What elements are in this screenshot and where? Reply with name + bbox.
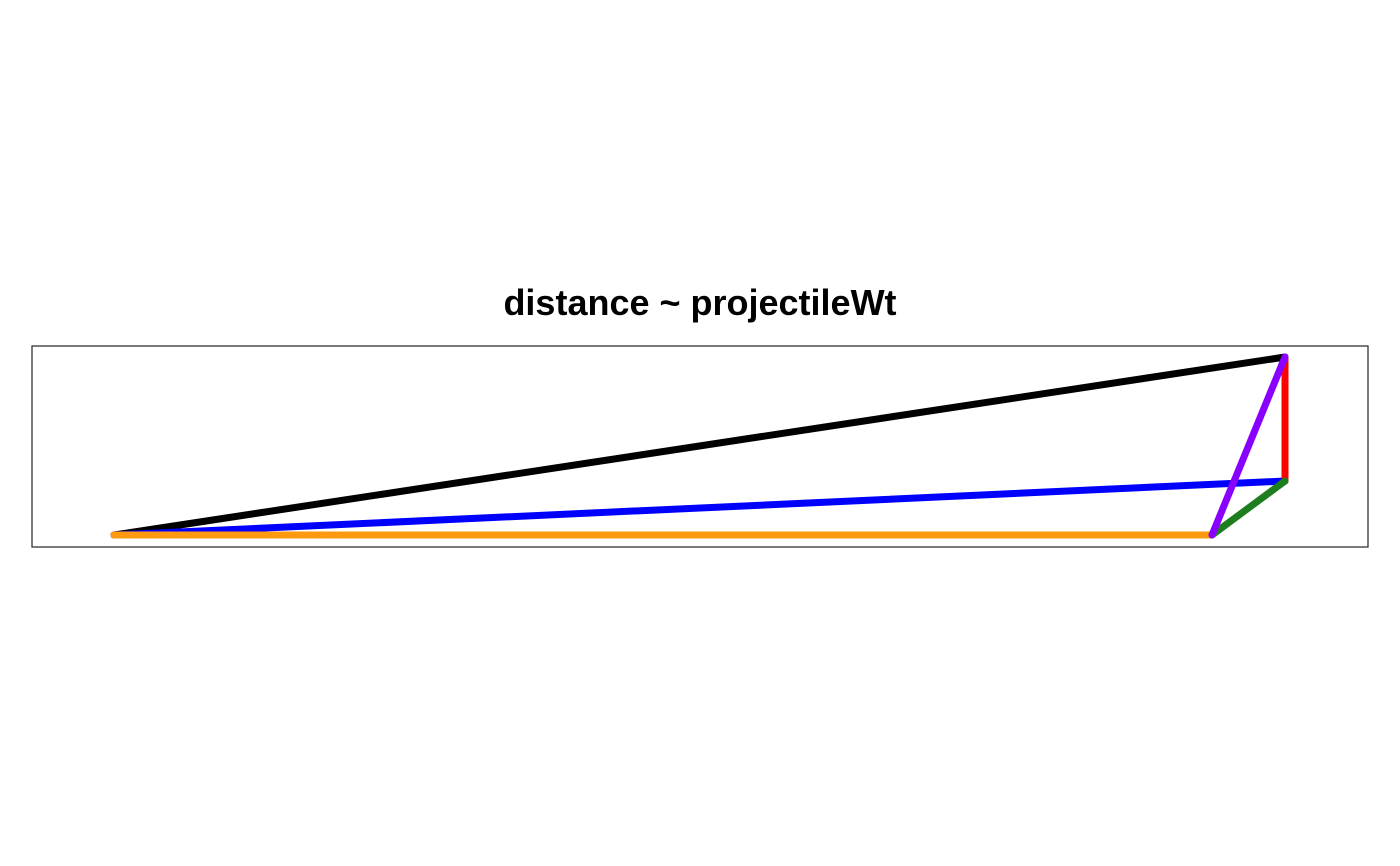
segment-layer xyxy=(110,353,1289,539)
green-segment xyxy=(1208,477,1289,539)
blue-segment xyxy=(110,477,1289,539)
plot-frame xyxy=(31,345,1369,548)
purple-segment xyxy=(1208,353,1289,539)
black-segment xyxy=(110,353,1289,539)
plot-title: distance ~ projectileWt xyxy=(503,282,896,323)
